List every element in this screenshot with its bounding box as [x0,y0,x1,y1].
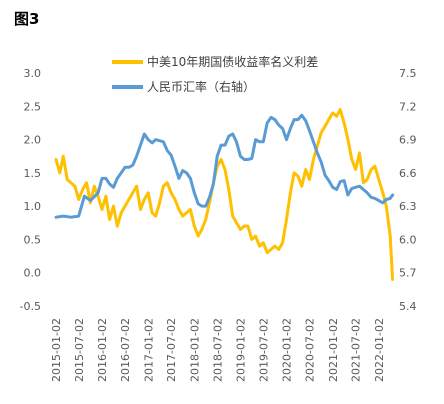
x-tick-label: 2021-07-02 [350,318,363,382]
x-tick-label: 2018-01-02 [188,318,201,382]
legend-label-series1: 中美10年期国债收益率名义利差 [147,54,318,69]
x-tick-label: 2020-07-02 [304,318,317,382]
x-tick-label: 2021-01-02 [327,318,340,382]
legend-label-series2: 人民币汇率（右轴） [147,79,255,94]
x-tick-label: 2015-01-02 [50,318,63,382]
x-tick-label: 2022-01-02 [373,318,386,382]
x-tick-label: 2016-01-02 [96,318,109,382]
x-tick-label: 2019-07-02 [257,318,270,382]
y-left-tick-label: 2.5 [24,100,42,113]
y-right-tick-label: 7.2 [399,100,417,113]
y-axis-right: 7.5 7.2 6.9 6.6 6.3 6.0 5.7 5.4 [399,67,417,313]
y-left-tick-label: 0.0 [24,267,42,280]
figure-label: 图3 [14,10,40,28]
x-tick-label: 2016-07-02 [119,318,132,382]
y-left-tick-label: 1.5 [24,167,42,180]
x-tick-label: 2017-01-02 [142,318,155,382]
y-left-tick-label: 3.0 [24,67,42,80]
y-right-tick-label: 6.6 [399,167,417,180]
x-tick-label: 2017-07-02 [165,318,178,382]
x-tick-label: 2020-01-02 [281,318,294,382]
x-tick-label: 2018-07-02 [211,318,224,382]
y-right-tick-label: 6.9 [399,134,417,147]
x-tick-label: 2019-01-02 [235,318,248,382]
series-line-2 [54,113,395,219]
y-right-tick-label: 5.7 [399,267,417,280]
plot-area [54,108,395,281]
y-right-tick-label: 7.5 [399,67,417,80]
y-right-tick-label: 6.3 [399,200,417,213]
y-right-tick-label: 6.0 [399,233,417,246]
y-left-tick-label: -0.5 [20,300,41,313]
y-left-tick-label: 1.0 [24,200,42,213]
x-tick-label: 2015-07-02 [73,318,86,382]
y-axis-left: 3.0 2.5 2.0 1.5 1.0 0.5 0.0 -0.5 [20,67,41,313]
x-axis: 2015-01-02 2015-07-02 2016-01-02 2016-07-02… [50,318,386,382]
legend: 中美10年期国债收益率名义利差 人民币汇率（右轴） [112,54,318,94]
y-right-tick-label: 5.4 [399,300,417,313]
series-line-1 [54,108,395,281]
y-left-tick-label: 0.5 [24,233,42,246]
y-left-tick-label: 2.0 [24,134,42,147]
